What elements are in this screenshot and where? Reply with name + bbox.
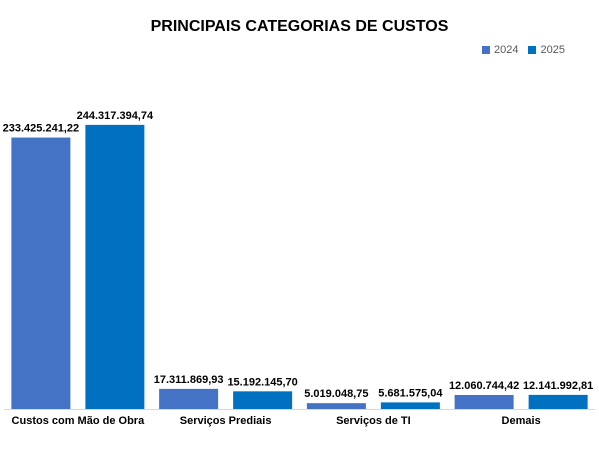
bar-2024-2 <box>306 403 366 409</box>
bar-2024-3 <box>454 394 514 409</box>
data-label-2025-2: 5.681.575,04 <box>378 387 443 399</box>
data-label-2024-0: 233.425.241,22 <box>3 123 79 135</box>
data-label-2024-1: 17.311.869,93 <box>154 374 224 386</box>
legend-item-2025: 2025 <box>528 44 565 56</box>
category-label-2: Serviços de TI <box>336 415 411 427</box>
data-label-2024-2: 5.019.048,75 <box>304 388 368 400</box>
legend: 2024 2025 <box>482 44 575 56</box>
legend-swatch-2025 <box>528 46 537 54</box>
legend-swatch-2024 <box>482 46 490 54</box>
category-label-0: Custos com Mão de Obra <box>12 415 146 427</box>
bar-2024-1 <box>159 388 219 409</box>
legend-label-2024: 2024 <box>494 44 519 56</box>
data-label-2025-1: 15.192.145,70 <box>227 376 297 388</box>
category-label-1: Serviços Prediais <box>180 415 272 427</box>
bar-2024-0 <box>11 137 71 409</box>
legend-item-2024: 2024 <box>482 44 518 56</box>
chart-title: PRINCIPAIS CATEGORIAS DE CUSTOS <box>150 18 449 35</box>
category-label-3: Demais <box>502 415 541 427</box>
legend-label-2025: 2025 <box>540 44 565 56</box>
bar-2025-0 <box>85 124 145 409</box>
bar-2025-3 <box>528 394 588 409</box>
data-label-2024-3: 12.060.744,42 <box>449 380 519 392</box>
bar-2025-1 <box>233 391 293 409</box>
data-label-2025-0: 244.317.394,74 <box>77 110 154 122</box>
bar-2025-2 <box>380 402 440 409</box>
data-label-2025-3: 12.141.992,81 <box>523 380 593 392</box>
